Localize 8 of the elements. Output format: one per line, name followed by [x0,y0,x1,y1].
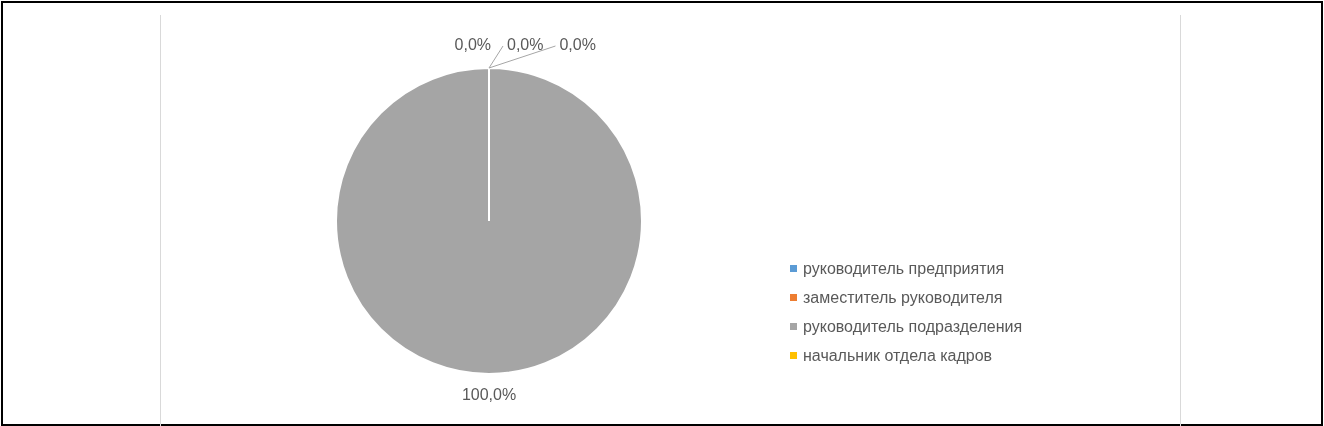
legend-label: руководитель подразделения [803,317,1023,336]
text: 0,0% [454,36,491,54]
data-label: 100,0% [461,386,517,404]
legend-label: заместитель руководителя [803,288,1003,307]
text: 0,0% [559,36,596,54]
text: 0,0% [507,36,544,54]
legend-label: руководитель предприятия [803,259,1005,278]
legend-label: начальник отдела кадров [803,346,993,365]
